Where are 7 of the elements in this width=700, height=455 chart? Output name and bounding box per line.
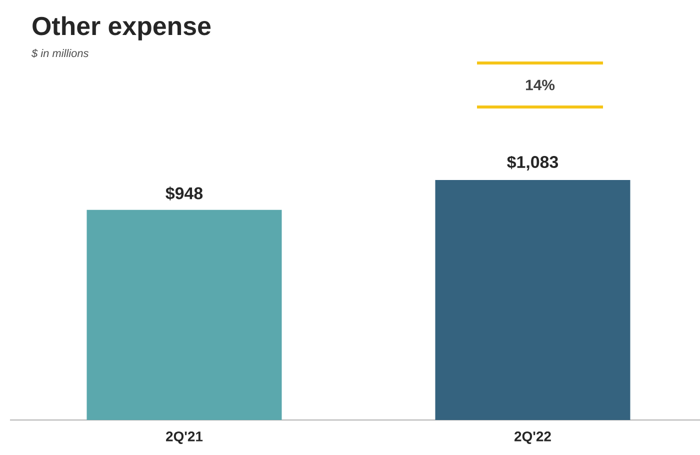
x-tick-label: 2Q'22 xyxy=(514,431,551,444)
chart-subtitle: $ in millions xyxy=(31,48,89,58)
chart-title: Other expense xyxy=(32,16,211,40)
x-tick-label: 2Q'21 xyxy=(166,431,203,444)
text: 14% xyxy=(526,80,555,90)
data-label: $1,083 xyxy=(507,155,558,170)
data-label: $948 xyxy=(166,186,203,200)
